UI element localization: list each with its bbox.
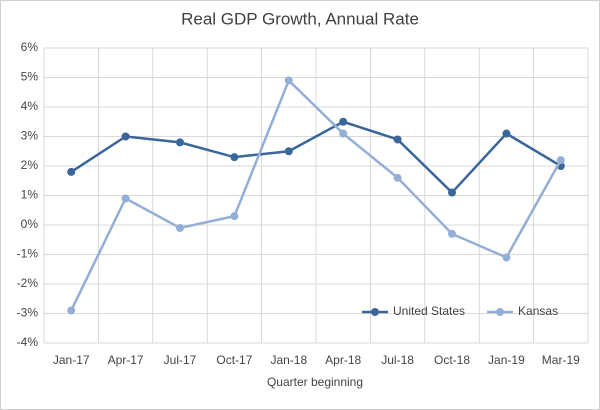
x-tick-label: Apr-18 bbox=[325, 353, 361, 367]
legend-marker bbox=[496, 308, 505, 316]
data-point bbox=[230, 153, 239, 162]
y-tick-label: 5% bbox=[21, 70, 39, 84]
legend-marker bbox=[371, 308, 379, 316]
data-point bbox=[284, 147, 293, 156]
data-point bbox=[284, 76, 293, 85]
legend-label: Kansas bbox=[518, 304, 558, 318]
x-tick-label: Oct-18 bbox=[434, 353, 470, 367]
series-line bbox=[70, 78, 562, 312]
data-point bbox=[393, 173, 402, 182]
y-tick-label: -3% bbox=[17, 306, 39, 320]
x-axis-label: Quarter beginning bbox=[267, 375, 363, 389]
x-tick-label: Mar-19 bbox=[542, 353, 580, 367]
data-point bbox=[502, 129, 511, 138]
x-tick-label: Jan-17 bbox=[53, 353, 90, 367]
data-point bbox=[339, 117, 348, 126]
data-point bbox=[176, 223, 184, 232]
data-point bbox=[230, 212, 239, 221]
data-point bbox=[502, 253, 511, 262]
data-point bbox=[67, 167, 76, 176]
data-point bbox=[67, 306, 76, 315]
data-point bbox=[121, 194, 130, 203]
x-tick-label: Oct-17 bbox=[216, 353, 252, 367]
x-tick-label: Jan-18 bbox=[270, 353, 307, 367]
data-point bbox=[448, 188, 456, 197]
legend-label: United States bbox=[393, 304, 465, 318]
x-tick-label: Apr-17 bbox=[108, 353, 144, 367]
data-point bbox=[556, 156, 565, 165]
chart-title: Real GDP Growth, Annual Rate bbox=[181, 9, 419, 28]
y-tick-label: 3% bbox=[21, 129, 39, 143]
y-tick-label: -2% bbox=[17, 276, 39, 290]
series-line bbox=[70, 120, 562, 195]
data-point bbox=[121, 132, 130, 141]
y-tick-label: -1% bbox=[17, 247, 39, 261]
data-point bbox=[176, 138, 184, 147]
x-tick-label: Jul-18 bbox=[381, 353, 414, 367]
y-tick-label: 0% bbox=[21, 217, 39, 231]
data-point bbox=[393, 135, 402, 144]
y-tick-label: 6% bbox=[21, 40, 39, 54]
y-tick-label: -4% bbox=[17, 335, 39, 349]
data-point bbox=[339, 129, 348, 138]
y-tick-label: 2% bbox=[21, 158, 39, 172]
y-tick-label: 1% bbox=[21, 188, 39, 202]
x-tick-label: Jul-17 bbox=[164, 353, 197, 367]
x-tick-label: Jan-19 bbox=[488, 353, 525, 367]
y-tick-label: 4% bbox=[21, 99, 39, 113]
data-point bbox=[448, 229, 456, 238]
